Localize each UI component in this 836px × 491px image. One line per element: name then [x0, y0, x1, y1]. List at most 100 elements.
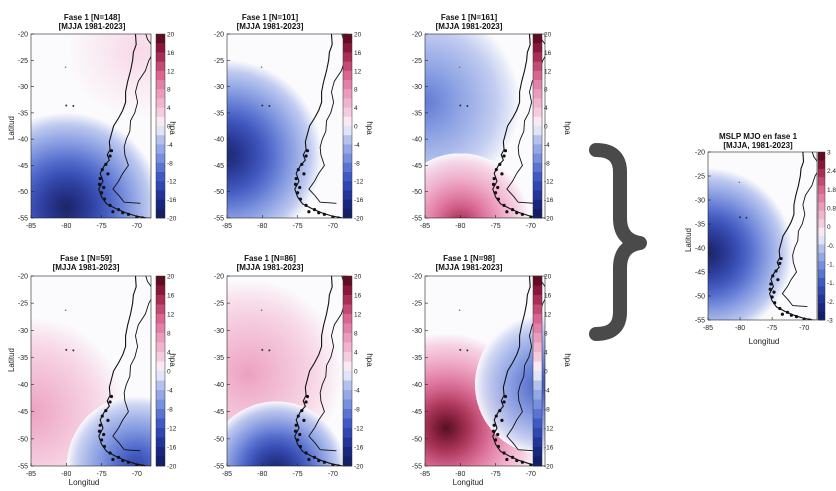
- panel-7-colorbar-band-2: [818, 168, 825, 178]
- panel-1-xtick-label-3: -70: [132, 223, 142, 230]
- panel-4-ytick-label-4: -40: [18, 382, 28, 389]
- panel-6-island-juan-fernandez-2: [466, 349, 469, 352]
- panel-6-colorbar-band-17: [533, 437, 542, 448]
- panel-4-island-san-felix: [64, 309, 67, 312]
- panel-1-colorbar-tick-0: 20: [167, 32, 175, 39]
- panel-5-ytick-label-1: -25: [214, 301, 224, 308]
- panel-2-ytick-label-5: -45: [214, 163, 224, 170]
- panel-2-ytick-label-1: -25: [214, 58, 224, 65]
- panel-5-colorbar-tick-0: 20: [354, 274, 362, 281]
- panel-4-xtick-label-0: -85: [26, 471, 36, 478]
- panel-7-ytick-label-1: -25: [695, 174, 705, 181]
- panel-2-island-16: [336, 216, 341, 218]
- panel-4-colorbar-tick-9: -16: [167, 445, 177, 452]
- panel-7-colorbar-band-10: [818, 236, 825, 245]
- panel-1-ytick-label-1: -25: [18, 58, 28, 65]
- panel-4: Fase 1 [N=59] [MJJA 1981-2023] Latitud h…: [7, 254, 177, 487]
- summary-panel: MSLP MJO en fase 1 [MJJA, 1981-2023] Lat…: [684, 132, 798, 346]
- panel-5-colorbar-band-15: [343, 418, 352, 429]
- panel-2-colorbar-tick-0: 20: [354, 32, 362, 39]
- panel-3-colorbar-band-17: [533, 190, 542, 200]
- panel-4-colorbar-band-15: [156, 418, 165, 429]
- panel-5-ytick-label-0: -20: [214, 274, 224, 281]
- panel-7-xtick-label-2: -75: [767, 325, 777, 332]
- panel-6-island-15: [515, 458, 519, 463]
- panel-2-colorbar: 20 16 12 8 4 0 -4 -8 -12 -16 -20: [342, 32, 364, 223]
- panel-1-island-juan-fernandez-2: [72, 105, 75, 108]
- panel-1-colorbar: 20 16 12 8 4 0 -4 -8 -12 -16 -20: [155, 32, 177, 223]
- panel-5-colorbar-band-8: [343, 352, 352, 362]
- panel-2-colorbar-tick-9: -16: [354, 197, 364, 204]
- panel-2-xtick-label-0: -85: [222, 223, 232, 230]
- panel-4-island-5: [98, 423, 102, 427]
- panel-3-island-5: [492, 176, 496, 181]
- panel-7-xtick-label-1: -80: [735, 325, 745, 332]
- panel-7-island-17: [780, 312, 784, 316]
- panel-3-ytick-label-6: -50: [412, 189, 422, 196]
- panel-5-island-2: [304, 400, 308, 404]
- panel-1-colorbar-tick-8: -12: [167, 179, 177, 186]
- panel-7-island-11: [794, 315, 799, 319]
- panel-1-cbar-label: hpa: [168, 121, 177, 135]
- panel-5-colorbar-tick-2: 12: [354, 312, 362, 319]
- panel-7-island-5: [769, 282, 773, 286]
- panel-3-cbar-label: hpa: [563, 121, 572, 135]
- panel-7-colorbar-band-15: [818, 278, 825, 287]
- panel-3-ytick-label-2: -30: [412, 84, 422, 91]
- panel-6-colorbar-tick-4: 4: [544, 350, 548, 357]
- panel-7-island-1: [779, 256, 783, 261]
- panel-3-island-1: [503, 149, 508, 153]
- panel-3-colorbar-band-9: [533, 116, 542, 127]
- panel-2-island-juan-fernandez-2: [268, 105, 271, 108]
- panel-7-colorbar-tick-8: -2.: [827, 299, 835, 306]
- panel-1-colorbar-tick-2: 12: [167, 68, 175, 75]
- panel-7-ytick-label-4: -40: [695, 246, 705, 253]
- panel-3-colorbar-band-0: [533, 34, 542, 44]
- panel-4-island-13: [106, 418, 110, 422]
- panel-2-cbar-label: hpa: [365, 121, 374, 135]
- panel-4-colorbar-tick-10: -20: [167, 464, 177, 471]
- panel-7-colorbar-tick-0: 3: [827, 150, 831, 157]
- panel-6-island-9: [502, 451, 506, 455]
- panel-3-colorbar-band-19: [533, 208, 542, 219]
- panel-5-colorbar-tick-8: -12: [354, 426, 364, 433]
- panel-1-island-13: [106, 172, 110, 176]
- panel-4-colorbar-band-9: [156, 361, 165, 372]
- panel-6-colorbar-band-3: [533, 304, 542, 315]
- panel-6-island-1: [503, 394, 508, 399]
- panel-5-colorbar-band-7: [343, 342, 352, 353]
- panel-1-colorbar-band-4: [156, 70, 165, 81]
- panel-6-ytick-label-1: -25: [412, 301, 422, 308]
- panel-7-xtick-label-0: -85: [703, 325, 713, 332]
- panel-2-colorbar-tick-5: 0: [354, 124, 358, 131]
- panel-6-colorbar-tick-6: -4: [544, 388, 550, 395]
- panel-2-colorbar-tick-8: -12: [354, 179, 364, 186]
- panel-4-island-11: [126, 460, 131, 464]
- panel-2-colorbar-band-15: [343, 172, 352, 182]
- panel-4-colorbar-band-19: [156, 456, 165, 467]
- panel-7-island-7: [770, 295, 774, 299]
- panel-4-colorbar-tick-3: 8: [167, 331, 171, 338]
- panel-2-island-14: [298, 185, 302, 190]
- panel-4-colorbar-frame: [155, 275, 166, 467]
- panel-3-island-san-felix: [458, 66, 461, 68]
- panel-6-colorbar-tick-10: -20: [544, 464, 554, 471]
- panel-3-island-11: [520, 212, 525, 216]
- panel-1-ytick-label-2: -30: [18, 84, 28, 91]
- panel-3-xtick-label-0: -85: [420, 223, 430, 230]
- panel-2-title: Fase 1 [N=101]: [242, 13, 299, 22]
- panel-5-colorbar-band-9: [343, 361, 352, 372]
- panel-4-colorbar-tick-1: 16: [167, 293, 175, 300]
- panel-6-colorbar-band-15: [533, 418, 542, 429]
- panel-1-colorbar-band-5: [156, 80, 165, 90]
- panel-6-colorbar-band-13: [533, 399, 542, 410]
- panel-1-xtick-label-2: -75: [97, 223, 107, 230]
- panel-1-xtick-label-1: -80: [61, 223, 71, 230]
- panel-6-colorbar-band-19: [533, 456, 542, 467]
- panel-6-island-11: [520, 460, 525, 464]
- panel-4-colorbar-tick-2: 12: [167, 312, 175, 319]
- panel-4-island-16: [140, 464, 145, 466]
- panel-7-colorbar-band-7: [818, 210, 825, 220]
- panel-3-colorbar-tick-2: 12: [544, 68, 552, 75]
